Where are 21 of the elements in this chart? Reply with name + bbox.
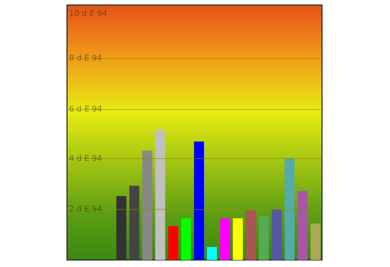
bar <box>246 210 256 260</box>
bar <box>206 246 217 260</box>
bar <box>272 209 282 260</box>
bar <box>181 218 192 260</box>
ref-line-label: 4 d E 94 <box>69 154 102 163</box>
bar <box>142 150 152 260</box>
bar <box>258 216 269 260</box>
bar <box>116 196 126 260</box>
ref-line-label: 2 d E 94 <box>69 204 102 214</box>
bar <box>298 190 308 260</box>
ref-line-label: 6 d E 94 <box>69 104 102 114</box>
bar <box>232 218 243 260</box>
bar <box>194 141 204 260</box>
bar <box>220 218 230 260</box>
bar <box>155 130 166 260</box>
bar <box>168 226 178 260</box>
bar <box>310 224 321 260</box>
ref-line-label: 8 d E 94 <box>69 54 102 63</box>
ref-line-label: 10 d E 94 <box>69 8 108 18</box>
bar <box>284 158 295 260</box>
bar <box>129 186 140 260</box>
